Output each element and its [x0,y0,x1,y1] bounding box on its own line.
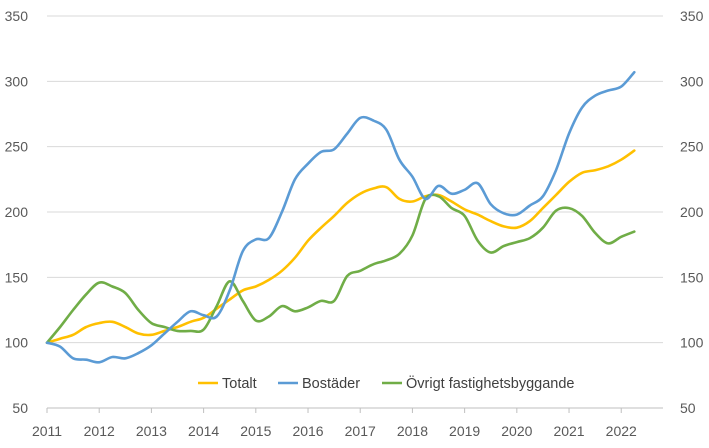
y-tick-label-right: 350 [680,8,704,24]
series-line--vrigt-fastighetsbyggande [45,193,636,344]
y-tick-label-left: 250 [5,139,29,155]
y-tick-label-right: 300 [680,73,704,89]
y-tick-label-left: 300 [5,73,29,89]
y-tick-label-right: 50 [680,400,696,416]
y-tick-label-right: 250 [680,139,704,155]
x-axis-ticks: 2011 2012 2013 2014 2015 2016 2017 2018 2019 2020… [32,423,637,439]
x-tick-label: 2016 [292,423,323,439]
series-lines [45,70,636,364]
x-tick-label: 2012 [84,423,115,439]
x-tick-label: 2021 [553,423,584,439]
legend: Totalt Bostäder Övrigt fastighetsbyggande [198,374,574,392]
y-tick-label-left: 50 [12,400,28,416]
x-tick-label: 2014 [188,423,219,439]
y-tick-label-left: 200 [5,204,29,220]
y-tick-label-right: 150 [680,269,704,285]
x-tick-label: 2019 [449,423,480,439]
gridlines [47,15,663,344]
series-line-bost-der [45,70,636,364]
x-tick-label: 2013 [136,423,167,439]
y-axis-left-ticks: 50 100 150 200 250 300 350 [5,8,29,416]
x-tick-label: 2015 [240,423,271,439]
x-tick-label: 2020 [501,423,532,439]
series-line-totalt [45,149,636,344]
axes [46,407,663,413]
x-tick-label: 2018 [397,423,428,439]
x-tick-label: 2011 [32,423,62,439]
x-tick-label: 2022 [606,423,637,439]
legend-label: Bostäder [302,376,360,392]
y-tick-label-right: 200 [680,204,704,220]
y-tick-label-left: 350 [5,8,29,24]
y-tick-label-left: 150 [5,269,29,285]
legend-label: Övrigt fastighetsbyggande [406,374,574,392]
y-axis-right-ticks: 50 100 150 200 250 300 350 [680,8,704,416]
x-tick-label: 2017 [345,423,376,439]
legend-label: Totalt [222,376,257,392]
y-tick-label-left: 100 [5,335,29,351]
y-tick-label-right: 100 [680,335,704,351]
